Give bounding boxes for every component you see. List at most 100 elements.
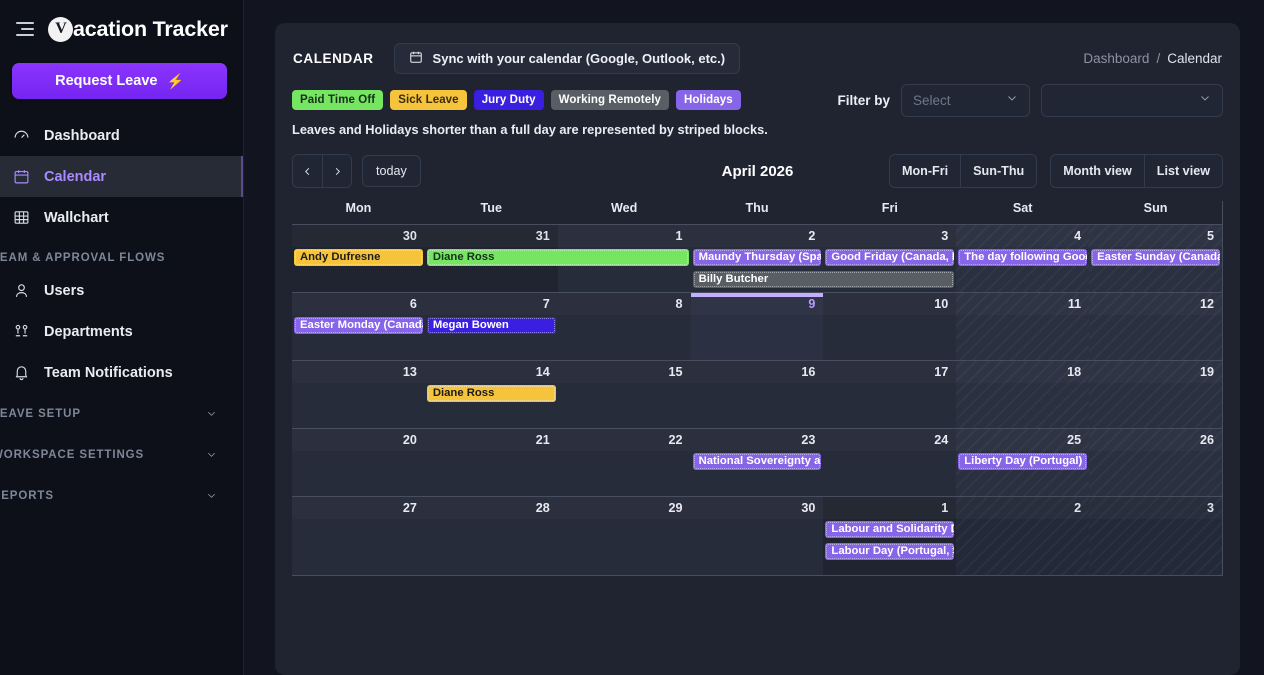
calendar-event[interactable]: Diane Ross	[426, 249, 689, 266]
prev-month-button[interactable]	[293, 155, 322, 187]
calendar-day-cell[interactable]: 15	[557, 360, 691, 428]
sync-calendar-button[interactable]: Sync with your calendar (Google, Outlook…	[393, 42, 741, 74]
calendar-day-cell[interactable]: 13	[292, 360, 425, 428]
sidebar-item-calendar[interactable]: Calendar	[0, 156, 243, 197]
sidebar-section-label: WORKSPACE SETTINGS	[0, 448, 145, 461]
calendar-day-cell[interactable]: 18	[956, 360, 1090, 428]
calendar-day-cell[interactable]: 22	[557, 428, 691, 496]
day-header-strip	[558, 293, 691, 315]
sidebar-section-team: TEAM & APPROVAL FLOWS	[0, 238, 243, 270]
day-number: 6	[409, 297, 417, 311]
calendar-day-cell[interactable]: 21	[424, 428, 558, 496]
filter-select-primary[interactable]: Select	[901, 83, 1030, 117]
calendar-day-cell[interactable]: 20	[292, 428, 425, 496]
calendar-event[interactable]: Diane Ross	[426, 385, 556, 402]
day-number: 14	[535, 365, 550, 379]
page-title: CALENDAR	[293, 50, 374, 66]
filter-select-secondary[interactable]	[1041, 83, 1223, 117]
calendar-event[interactable]: Liberty Day (Portugal)	[958, 453, 1088, 470]
calendar-day-cell[interactable]: 30	[690, 496, 824, 575]
calendar-event[interactable]: Maundy Thursday (Spain)	[692, 249, 822, 266]
day-header-strip	[1089, 225, 1222, 247]
calendar-icon	[12, 167, 31, 186]
calendar-day-cell[interactable]: 11	[956, 292, 1090, 360]
day-header: Sun	[1143, 201, 1168, 215]
sidebar-toggle-icon[interactable]	[16, 22, 34, 36]
day-header: Wed	[610, 201, 638, 215]
sidebar-item-label: Wallchart	[44, 209, 109, 226]
legend-badge-working-remotely[interactable]: Working Remotely	[550, 90, 669, 110]
calendar-day-cell[interactable]: 12	[1089, 292, 1222, 360]
calendar-day-cell[interactable]: 19	[1089, 360, 1222, 428]
day-number: 19	[1199, 365, 1214, 379]
filter-by-label: Filter by	[837, 92, 890, 108]
day-header: Tue	[480, 201, 502, 215]
sidebar-section-workspace-settings[interactable]: WORKSPACE SETTINGS	[0, 434, 243, 475]
calendar-event[interactable]: Easter Sunday (Canada, Portugal, Spain)	[1091, 249, 1220, 266]
request-leave-button[interactable]: Request Leave ⚡	[12, 63, 227, 99]
legend-badge-paid-time-off[interactable]: Paid Time Off	[292, 90, 384, 110]
day-number: 17	[934, 365, 949, 379]
chevron-down-icon	[988, 91, 1018, 109]
week-mode-mon-fri[interactable]: Mon-Fri	[889, 155, 961, 187]
calendar-day-headers: Mon Tue Wed Thu Fri Sat Sun	[292, 201, 1222, 224]
legend-badge-sick-leave[interactable]: Sick Leave	[390, 90, 467, 110]
sidebar-section-label: TEAM & APPROVAL FLOWS	[0, 252, 166, 264]
day-header: Mon	[345, 201, 372, 215]
calendar-event[interactable]: Andy Dufresne	[294, 249, 423, 266]
brand-logo[interactable]: V acation Tracker	[48, 16, 228, 42]
calendar-day-cell[interactable]: 8	[557, 292, 691, 360]
calendar-event[interactable]: National Sovereignty and Children's Day	[692, 453, 822, 470]
calendar-event[interactable]: Good Friday (Canada, Portugal, Spain)	[825, 249, 955, 266]
calendar-day-cell[interactable]: 10	[823, 292, 957, 360]
breadcrumb-dashboard[interactable]: Dashboard	[1083, 50, 1150, 66]
calendar-day-cell[interactable]: 29	[557, 496, 691, 575]
calendar-event[interactable]: Billy Butcher	[692, 271, 955, 288]
breadcrumb-separator: /	[1156, 50, 1161, 66]
day-number: 23	[801, 433, 816, 447]
legend-badge-jury-duty[interactable]: Jury Duty	[473, 90, 544, 110]
chevron-left-icon	[305, 167, 310, 175]
sidebar-item-wallchart[interactable]: Wallchart	[0, 197, 243, 238]
view-mode-month[interactable]: Month view	[1051, 155, 1144, 187]
sidebar-item-team-notifications[interactable]: Team Notifications	[0, 352, 243, 393]
view-mode-list[interactable]: List view	[1143, 155, 1222, 187]
calendar-day-cell[interactable]: 30	[292, 224, 425, 292]
day-number: 4	[1074, 229, 1082, 243]
calendar-weeks: 30 31 1 2 3 4 5 Andy Dufresne Diane Ross Maundy T…	[292, 224, 1222, 576]
calendar-week-row: 13 14 15 16 17 18 19 Diane Ross	[292, 360, 1222, 428]
calendar-day-cell[interactable]: 1	[823, 496, 957, 575]
calendar-event[interactable]: Megan Bowen	[426, 317, 556, 334]
calendar-event[interactable]: Labour Day (Portugal, Spain)	[825, 543, 955, 560]
calendar-day-cell[interactable]: 9	[690, 292, 824, 360]
calendar-event[interactable]: Labour and Solidarity Day (Spain)	[825, 521, 955, 538]
calendar-day-cell[interactable]: 3	[1089, 496, 1222, 575]
calendar-day-cell[interactable]: 26	[1089, 428, 1222, 496]
sidebar-section-leave-setup[interactable]: LEAVE SETUP	[0, 393, 243, 434]
week-mode-sun-thu[interactable]: Sun-Thu	[960, 155, 1037, 187]
view-mode-group: Month view List view	[1050, 154, 1223, 188]
day-number: 26	[1199, 433, 1214, 447]
sidebar-section-reports[interactable]: REPORTS	[0, 475, 243, 516]
calendar-day-cell[interactable]: 17	[823, 360, 957, 428]
next-month-button[interactable]	[322, 155, 351, 187]
sidebar-item-users[interactable]: Users	[0, 270, 243, 311]
day-header-strip	[956, 497, 1089, 519]
sidebar-item-departments[interactable]: Departments	[0, 311, 243, 352]
calendar-week-row: 20 21 22 23 24 25 26 National Sovereignty and C…	[292, 428, 1222, 496]
calendar-event[interactable]: The day following Good Friday	[958, 249, 1088, 266]
today-button[interactable]: today	[362, 155, 421, 187]
calendar-day-cell[interactable]: 28	[424, 496, 558, 575]
calendar-day-cell[interactable]: 31	[424, 224, 558, 292]
calendar-day-cell[interactable]: 2	[956, 496, 1090, 575]
day-number: 21	[535, 433, 550, 447]
legend-badge-holidays[interactable]: Holidays	[676, 90, 741, 110]
calendar-day-cell[interactable]: 27	[292, 496, 425, 575]
calendar-day-cell[interactable]: 16	[690, 360, 824, 428]
day-number: 18	[1067, 365, 1082, 379]
sidebar-item-dashboard[interactable]: Dashboard	[0, 115, 243, 156]
calendar-event[interactable]: Easter Monday (Canada, Spain)	[294, 317, 423, 334]
calendar-day-cell[interactable]: 24	[823, 428, 957, 496]
events-layer: Easter Monday (Canada, Spain)Megan Bowen	[292, 314, 1222, 360]
